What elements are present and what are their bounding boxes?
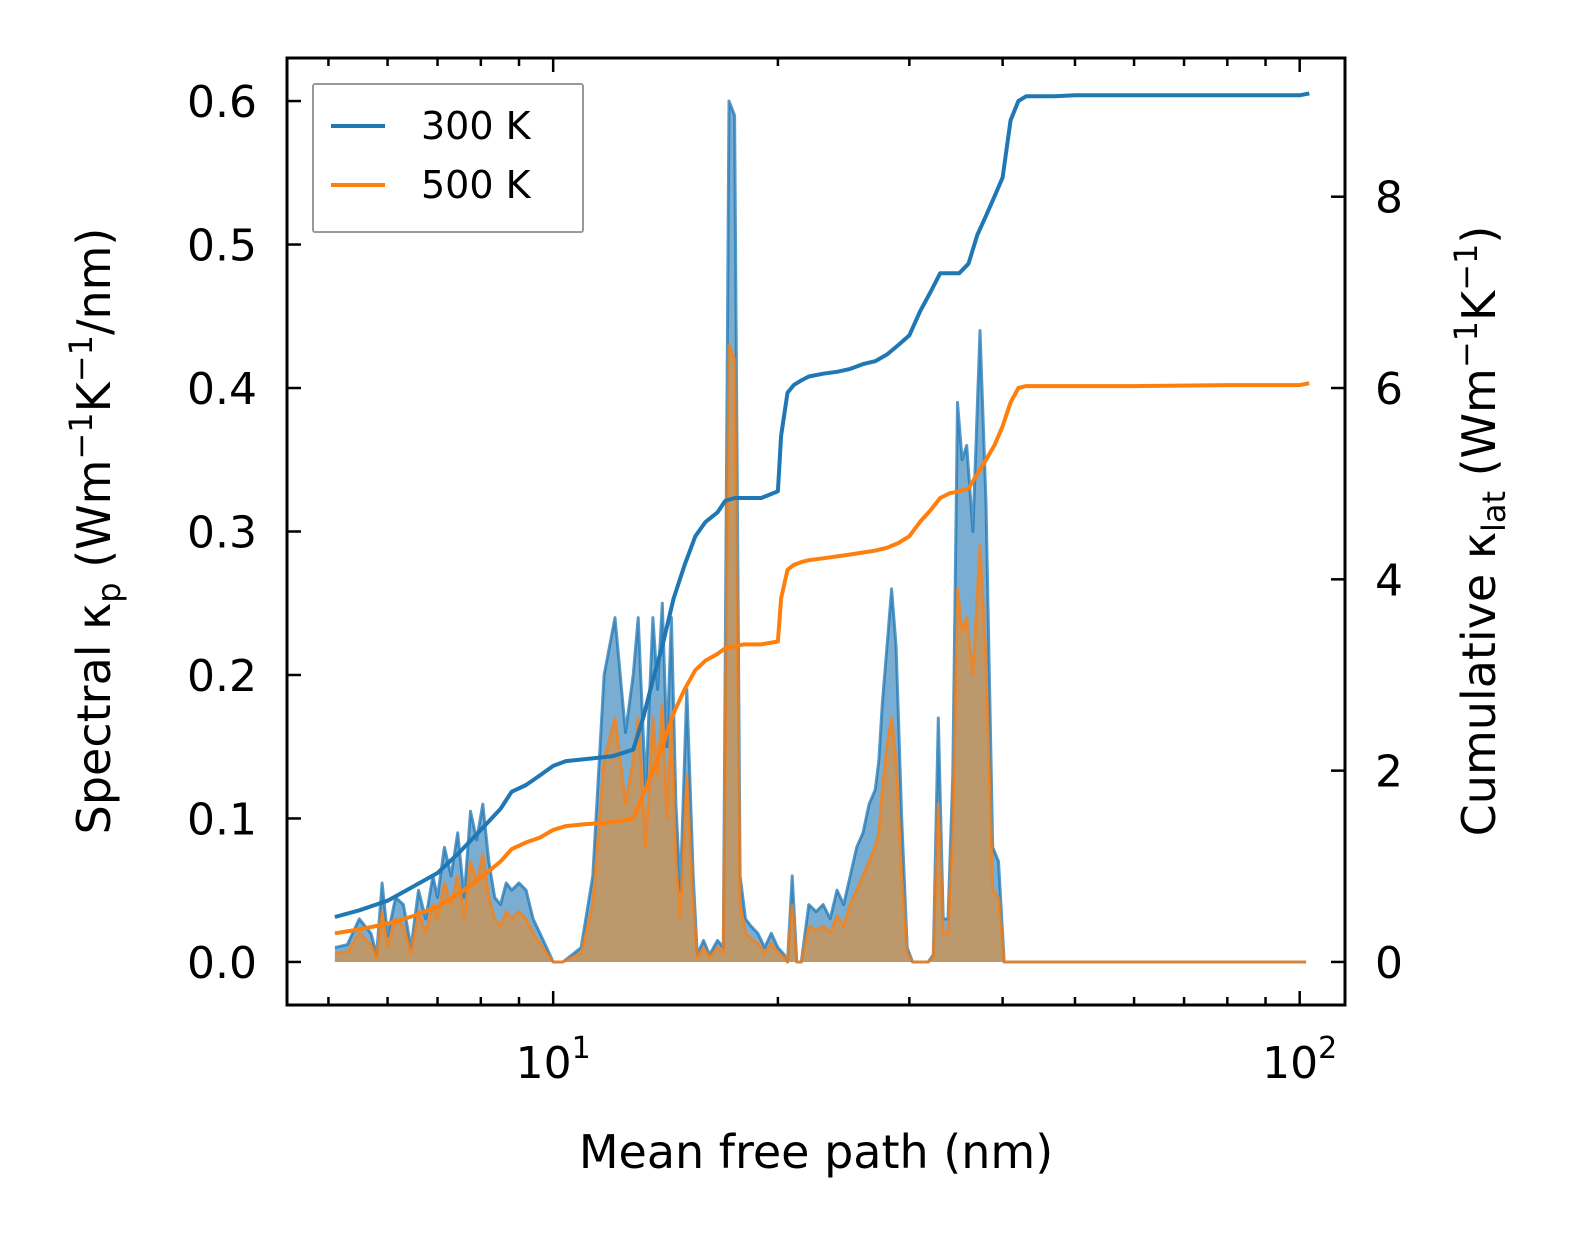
y-axis-title-left: Spectral κp (Wm−1K−1/nm) (62, 228, 128, 835)
legend-frame (312, 83, 584, 233)
y-left-tick-label: 0.3 (187, 508, 257, 559)
spectral-line-500k (334, 343, 1307, 964)
legend-label-500k: 500 K (421, 163, 532, 207)
x-axis-title: Mean free path (nm) (579, 1125, 1053, 1179)
y-left-tick-label: 0.6 (187, 77, 257, 128)
y-left-tick-label: 0.1 (187, 794, 257, 845)
y-right-tick-label: 2 (1375, 747, 1403, 798)
x-tick-label: 102 (1262, 1031, 1337, 1089)
y-left-tick-label: 0.5 (187, 221, 257, 272)
legend: 300 K 500 K (312, 83, 584, 233)
y-left-tick-label: 0.4 (187, 364, 257, 415)
x-tick-label: 101 (516, 1031, 591, 1089)
y-left-tick-label: 0.0 (187, 938, 257, 989)
spectral-lines (334, 99, 1307, 964)
y-right-tick-label: 0 (1375, 938, 1403, 989)
cumulative-lines (334, 91, 1310, 936)
axis-ticks (287, 58, 1345, 1005)
legend-label-300k: 300 K (421, 104, 532, 148)
y-right-tick-label: 6 (1375, 364, 1403, 415)
axis-tick-labels: 101 102 0.0 0.1 0.2 0.3 0.4 0.5 0.6 0 2 4 6 8 (187, 77, 1403, 1089)
cumulative-line-300k (334, 91, 1310, 919)
y-right-tick-label: 8 (1375, 173, 1403, 224)
cumulative-line-500k (334, 381, 1310, 936)
y-left-tick-label: 0.2 (187, 651, 257, 702)
y-right-tick-label: 4 (1375, 555, 1403, 606)
